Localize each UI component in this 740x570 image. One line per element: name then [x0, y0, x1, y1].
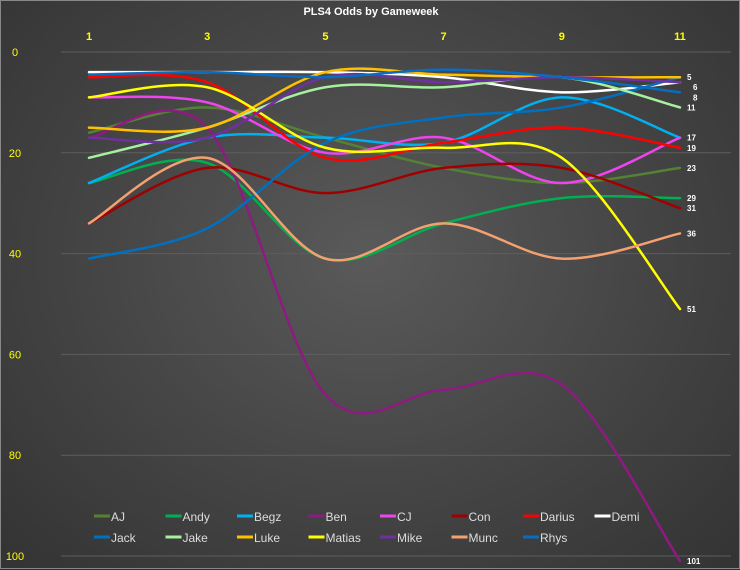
- legend-item-andy: Andy: [165, 510, 210, 524]
- legend-item-jack: Jack: [94, 531, 137, 545]
- legend-item-ben: Ben: [308, 510, 347, 524]
- y-tick-label: 20: [9, 148, 21, 160]
- chart-title: PLS4 Odds by Gameweek: [303, 6, 439, 18]
- end-value-label: 36: [687, 229, 696, 238]
- legend-label: CJ: [397, 510, 412, 524]
- legend-label: Matias: [326, 531, 361, 545]
- end-value-label: 51: [687, 305, 696, 314]
- end-value-label: 5: [687, 73, 692, 82]
- legend-item-darius: Darius: [523, 510, 575, 524]
- end-value-label: 29: [687, 194, 696, 203]
- legend-item-matias: Matias: [308, 531, 361, 545]
- legend-item-aj: AJ: [94, 510, 125, 524]
- legend-label: Luke: [254, 531, 280, 545]
- series-line-rhys: [87, 68, 682, 94]
- legend-item-luke: Luke: [237, 531, 280, 545]
- end-value-label: 19: [687, 144, 696, 153]
- legend-label: Jack: [111, 531, 137, 545]
- legend-label: AJ: [111, 510, 125, 524]
- x-tick-label: 3: [204, 31, 210, 43]
- legend-label: Rhys: [540, 531, 567, 545]
- legend-item-jake: Jake: [165, 531, 209, 545]
- legend-label: Ben: [326, 510, 347, 524]
- legend-item-munc: Munc: [451, 531, 498, 545]
- y-tick-label: 40: [9, 249, 21, 261]
- legend-label: Munc: [469, 531, 498, 545]
- end-value-label: 8: [693, 93, 698, 102]
- legend-label: Demi: [612, 510, 640, 524]
- series-line-con: [87, 162, 682, 225]
- end-value-label: 101: [687, 557, 701, 566]
- series-line-andy: [87, 158, 682, 262]
- series-line-cj: [87, 95, 682, 185]
- legend-label: Jake: [183, 531, 209, 545]
- end-value-label: 31: [687, 204, 696, 213]
- x-tick-label: 7: [441, 31, 447, 43]
- legend-label: Mike: [397, 531, 423, 545]
- legend-item-demi: Demi: [594, 510, 640, 524]
- legend-label: Con: [469, 510, 491, 524]
- x-tick-label: 11: [674, 31, 686, 43]
- y-tick-label: 60: [9, 349, 21, 361]
- series-line-darius: [87, 73, 682, 162]
- y-tick-label: 0: [12, 47, 18, 59]
- legend-item-begz: Begz: [237, 510, 281, 524]
- end-value-label: 6: [693, 83, 698, 92]
- legend-label: Andy: [183, 510, 210, 524]
- series-line-matias: [87, 83, 682, 311]
- legend-item-con: Con: [451, 510, 491, 524]
- series-line-jack: [87, 75, 682, 260]
- series-line-ben: [87, 109, 682, 563]
- end-value-label: 23: [687, 164, 696, 173]
- x-tick-label: 1: [86, 31, 92, 43]
- legend-label: Darius: [540, 510, 575, 524]
- legend-label: Begz: [254, 510, 281, 524]
- y-tick-label: 80: [9, 450, 21, 462]
- x-tick-label: 5: [322, 31, 328, 43]
- legend-item-rhys: Rhys: [523, 531, 567, 545]
- legend-item-cj: CJ: [380, 510, 412, 524]
- end-value-label: 17: [687, 134, 696, 143]
- series-line-munc: [87, 156, 682, 262]
- x-tick-label: 9: [559, 31, 565, 43]
- end-value-label: 11: [687, 103, 696, 112]
- y-tick-label: 100: [6, 551, 24, 563]
- legend-item-mike: Mike: [380, 531, 423, 545]
